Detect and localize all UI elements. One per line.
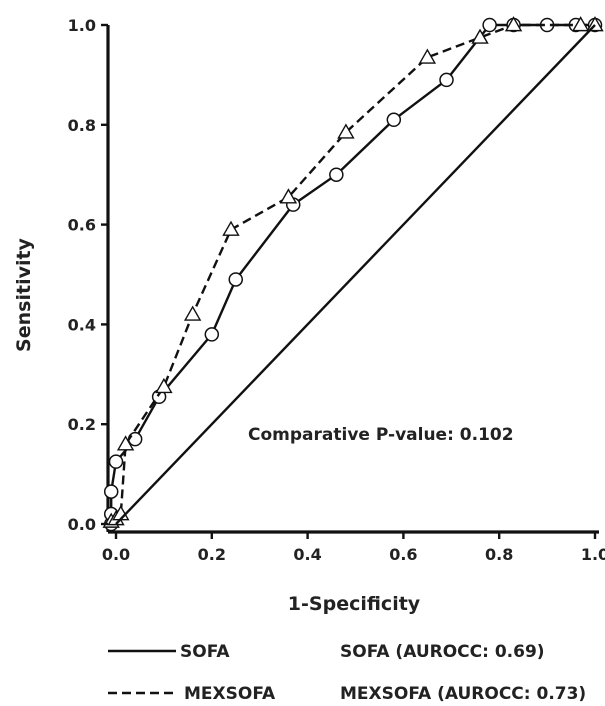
y-tick-label: 0.2 [68,415,96,434]
x-tick-label: 0.4 [293,545,321,564]
y-tick-label: 0.0 [68,515,96,534]
x-tick-label: 0.6 [389,545,417,564]
x-tick-label: 0.0 [102,545,130,564]
y-tick-label: 0.6 [68,216,96,235]
y-tick-label: 0.4 [68,315,96,334]
mexsofa-point [185,307,200,320]
y-tick-label: 0.8 [68,116,96,135]
y-axis-title: Sensitivity [13,237,35,351]
legend-mexsofa-key-label: MEXSOFA [184,684,276,704]
legend-sofa-key-label: SOFA [180,642,230,662]
x-tick-label: 1.0 [581,545,605,564]
sofa-point [205,328,218,341]
legend: SOFA SOFA (AUROCC: 0.69) MEXSOFA MEXSOFA… [108,642,586,704]
mexsofa-point [223,222,238,235]
legend-mexsofa-value-label: MEXSOFA (AUROCC: 0.73) [340,684,586,704]
reference-line [116,25,595,524]
y-tick-label: 1.0 [68,16,96,35]
sofa-point [110,455,123,468]
x-axis-title: 1-Specificity [288,593,421,615]
comparative-p-value-annotation: Comparative P-value: 0.102 [248,425,514,445]
legend-sofa-value-label: SOFA (AUROCC: 0.69) [340,642,545,662]
sofa-point [387,113,400,126]
sofa-point [483,19,496,32]
sofa-point [440,73,453,86]
sofa-point [330,168,343,181]
x-tick-label: 0.8 [485,545,513,564]
chart-marks [104,18,603,531]
sofa-point [129,433,142,446]
x-tick-label: 0.2 [198,545,226,564]
sofa-point [105,485,118,498]
sofa-point [229,273,242,286]
